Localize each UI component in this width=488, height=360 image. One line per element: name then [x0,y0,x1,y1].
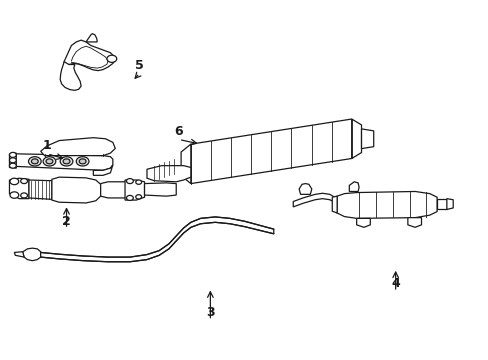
Text: 3: 3 [205,306,214,319]
Polygon shape [13,154,113,170]
Circle shape [20,193,27,198]
Polygon shape [41,217,273,262]
Polygon shape [446,199,452,210]
Text: 6: 6 [174,125,183,138]
Polygon shape [299,184,311,194]
Circle shape [76,157,89,166]
Circle shape [46,159,53,164]
Circle shape [107,55,117,62]
Circle shape [63,159,70,164]
Circle shape [60,157,73,166]
Circle shape [10,178,19,185]
Text: 4: 4 [390,278,399,291]
Polygon shape [14,252,24,257]
Polygon shape [41,138,115,156]
Polygon shape [336,192,436,219]
Polygon shape [86,34,97,42]
Polygon shape [93,165,113,175]
Polygon shape [331,196,336,213]
Polygon shape [9,178,29,199]
Polygon shape [144,183,176,196]
Polygon shape [293,193,336,207]
Polygon shape [181,144,190,184]
Circle shape [79,159,86,164]
Circle shape [126,195,133,201]
Polygon shape [64,40,115,71]
Circle shape [126,179,133,184]
Polygon shape [101,182,132,198]
Circle shape [31,159,38,164]
Circle shape [136,195,142,199]
Polygon shape [351,119,361,158]
Circle shape [9,152,16,157]
Text: 1: 1 [42,139,51,152]
Text: 5: 5 [135,59,144,72]
Polygon shape [348,182,358,192]
Polygon shape [356,219,369,227]
Circle shape [9,163,16,168]
Polygon shape [22,248,41,261]
Text: 2: 2 [62,215,71,228]
Circle shape [43,157,56,166]
Polygon shape [361,129,373,149]
Polygon shape [190,119,351,184]
Polygon shape [29,180,52,199]
Circle shape [20,179,27,184]
Polygon shape [9,153,16,168]
Polygon shape [52,177,101,203]
Polygon shape [125,180,144,200]
Polygon shape [407,218,421,227]
Polygon shape [147,166,190,182]
Polygon shape [436,199,446,210]
Circle shape [136,180,142,184]
Circle shape [9,158,16,163]
Polygon shape [60,62,81,90]
Circle shape [28,157,41,166]
Circle shape [10,192,19,198]
